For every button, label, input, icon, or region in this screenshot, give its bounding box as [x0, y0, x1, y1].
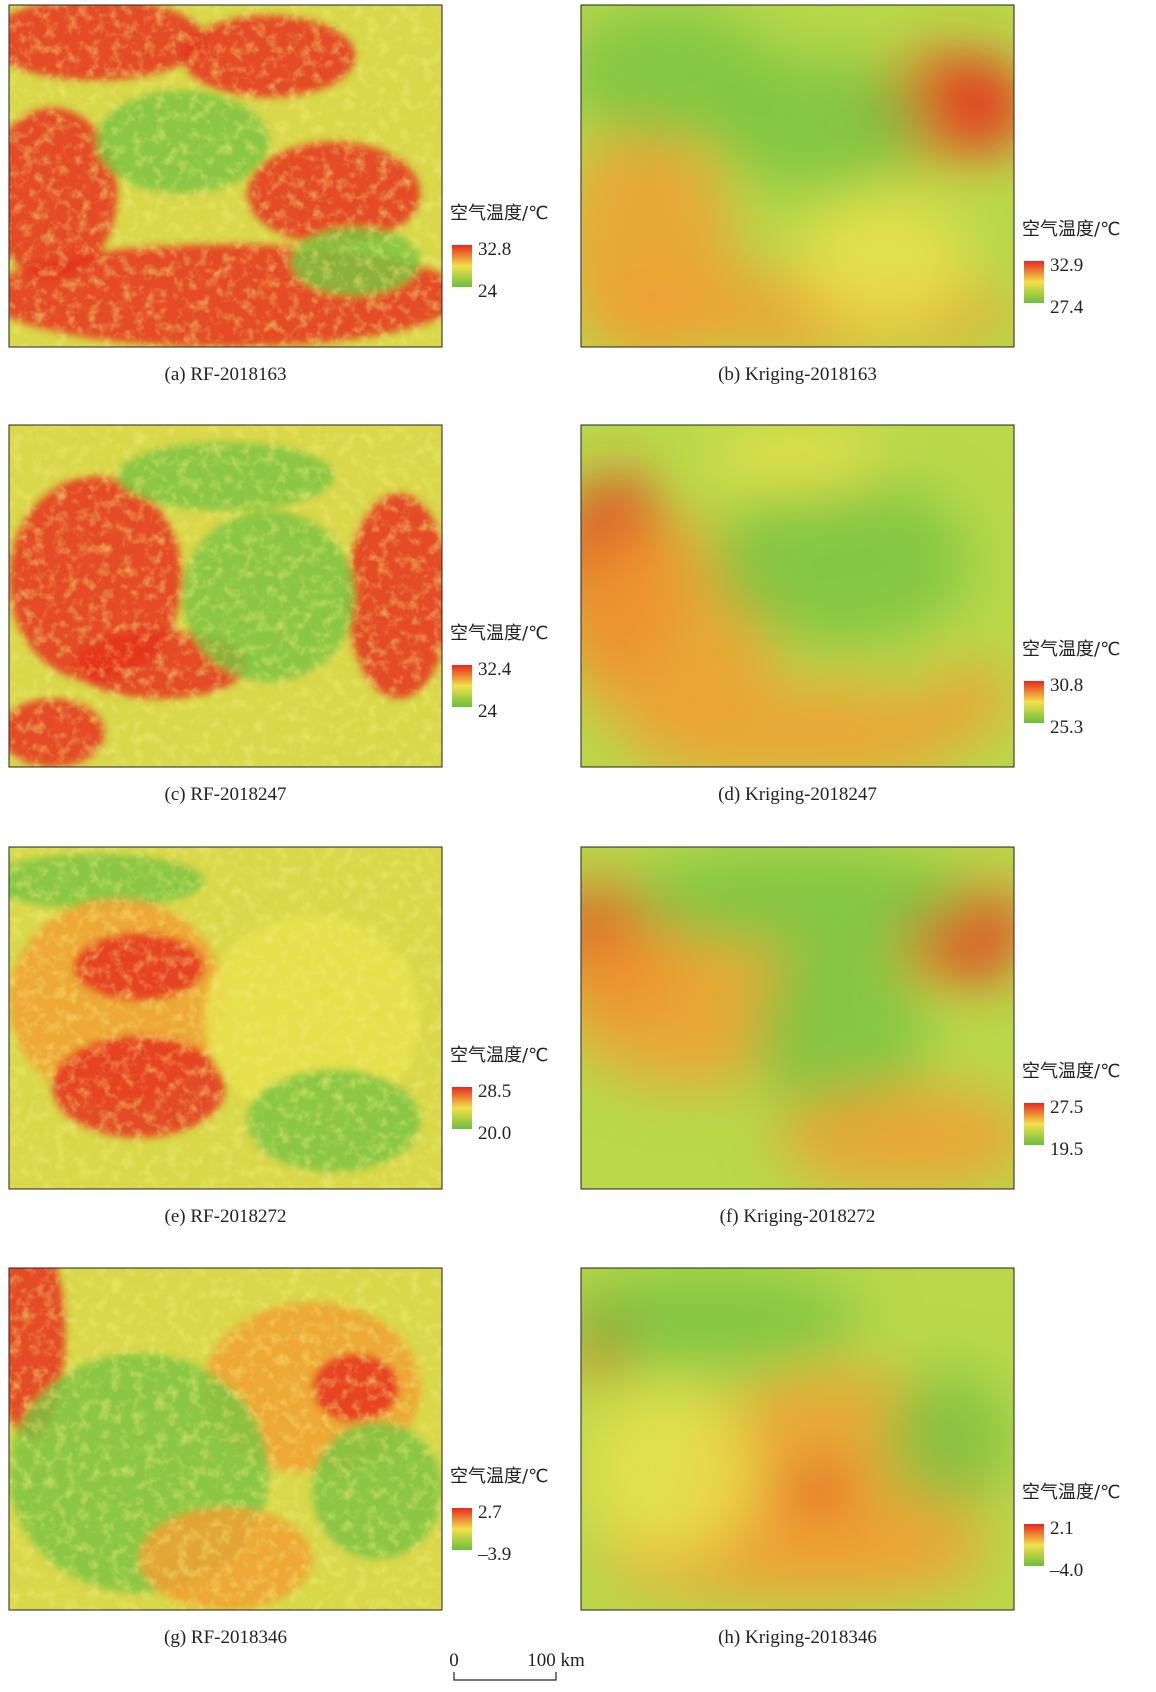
legend-max: 27.5	[1050, 1097, 1083, 1118]
legend-max: 30.8	[1050, 675, 1083, 696]
map-blob	[559, 1268, 862, 1371]
caption: (g) RF-2018346	[164, 1627, 287, 1648]
caption: (h) Kriging-2018346	[718, 1627, 877, 1648]
map-blob	[624, 682, 970, 785]
map-blob	[927, 664, 1014, 732]
legend-bar	[1024, 681, 1044, 723]
legend-min: 24	[478, 701, 498, 722]
legend-title: 空气温度/℃	[450, 1466, 548, 1487]
scale-start: 0	[449, 1650, 459, 1671]
caption: (f) Kriging-2018272	[720, 1206, 876, 1227]
legend-bar	[1024, 1103, 1044, 1145]
caption: (e) RF-2018272	[165, 1206, 287, 1227]
legend-title: 空气温度/℃	[1022, 639, 1120, 660]
legend-min: 20.0	[478, 1123, 511, 1144]
map-raster	[559, 5, 1035, 364]
legend-max: 32.4	[478, 659, 512, 680]
map-blob	[776, 1086, 1036, 1189]
map	[0, 1234, 442, 1610]
map-raster	[559, 1268, 1014, 1610]
scale-end: 100 km	[527, 1650, 585, 1671]
map-blob	[711, 476, 971, 647]
map-blob	[884, 1371, 1014, 1508]
legend-min: 27.4	[1050, 297, 1084, 318]
map-texture	[9, 425, 442, 767]
map-raster	[551, 847, 1036, 1189]
legend-min: 25.3	[1050, 717, 1083, 738]
map-blob	[711, 425, 884, 493]
legend-max: 2.7	[478, 1502, 502, 1523]
legend-min: –4.0	[1049, 1560, 1083, 1581]
map-blob	[927, 56, 1014, 124]
map	[551, 847, 1036, 1189]
map-raster	[0, 0, 464, 347]
map-raster	[0, 425, 450, 767]
map	[559, 1268, 1014, 1610]
legend-title: 空气温度/℃	[450, 1045, 548, 1066]
legend-bar	[452, 665, 472, 707]
legend-bar	[1024, 1524, 1044, 1566]
map-texture	[9, 847, 442, 1189]
map	[559, 5, 1035, 364]
map-blob	[798, 193, 971, 330]
legend-bar	[1024, 261, 1044, 303]
legend-max: 32.9	[1050, 255, 1083, 276]
caption: (c) RF-2018247	[165, 784, 287, 805]
figure: (a) RF-2018163 空气温度/℃ 32.8 24 (b) Kriging-20…	[0, 0, 1156, 1687]
legend-min: 19.5	[1050, 1139, 1083, 1160]
map-texture	[9, 1268, 442, 1610]
map-blob	[711, 56, 928, 193]
map	[0, 425, 450, 767]
legend-title: 空气温度/℃	[1022, 1482, 1120, 1503]
legend-bar	[452, 1087, 472, 1129]
map	[0, 847, 442, 1189]
map	[0, 0, 464, 347]
caption: (d) Kriging-2018247	[718, 784, 877, 805]
legend-min: –3.9	[477, 1544, 511, 1565]
map-blob	[581, 1388, 754, 1559]
legend-max: 32.8	[478, 239, 511, 260]
map-blob	[785, 1470, 854, 1511]
legend-bar	[452, 1508, 472, 1550]
legend-title: 空气温度/℃	[1022, 219, 1120, 240]
map-raster	[0, 847, 442, 1189]
map-raster	[551, 425, 1014, 784]
caption: (b) Kriging-2018163	[718, 364, 877, 385]
map	[551, 425, 1014, 784]
map-texture	[9, 5, 442, 347]
legend-title: 空气温度/℃	[450, 203, 548, 224]
scale-bar	[454, 1672, 556, 1680]
caption: (a) RF-2018163	[165, 364, 287, 385]
legend-title: 空气温度/℃	[1022, 1061, 1120, 1082]
legend-title: 空气温度/℃	[450, 623, 548, 644]
map-blob	[624, 847, 970, 950]
legend-max: 2.1	[1050, 1518, 1074, 1539]
map-raster	[0, 1234, 442, 1610]
legend-max: 28.5	[478, 1081, 511, 1102]
legend-min: 24	[478, 281, 498, 302]
legend-bar	[452, 245, 472, 287]
